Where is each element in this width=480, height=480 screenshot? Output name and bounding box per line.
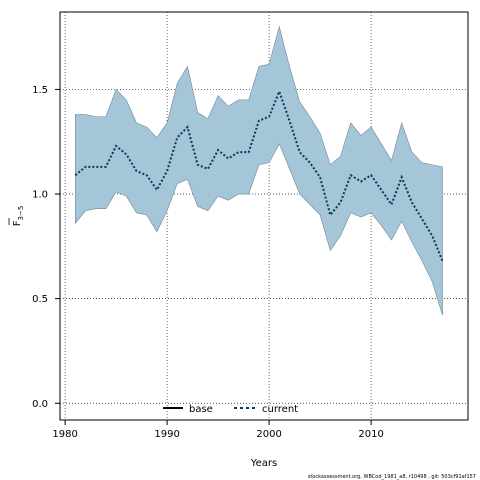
x-tick-label-2000: 2000 (256, 429, 281, 440)
plot-frame (59, 11, 469, 421)
svg-text:F3−5: F3−5 (12, 206, 25, 227)
y-tick-label-0: 0.0 (32, 399, 48, 410)
x-tick-label-1990: 1990 (154, 429, 179, 440)
y-tick-label-1: 0.5 (32, 294, 48, 305)
legend-base-label: base (189, 404, 213, 415)
footer-text: stockassessment.org, WBCod_1981_a8, r104… (308, 474, 476, 480)
x-tick-label-1980: 1980 (52, 429, 77, 440)
legend: base current (163, 404, 298, 415)
x-axis: 1980 1990 2000 2010 (52, 420, 384, 440)
grid-lines (60, 12, 468, 420)
x-tick-label-2010: 2010 (358, 429, 383, 440)
series-current-line (74, 88, 444, 262)
y-axis: 0.0 0.5 1.0 1.5 (32, 85, 60, 410)
legend-current-label: current (262, 404, 298, 415)
y-tick-label-3: 1.5 (32, 85, 48, 96)
y-tick-label-2: 1.0 (32, 190, 48, 201)
y-axis-label-main: F (12, 220, 23, 226)
confidence-band (75, 25, 443, 316)
y-axis-label: F3−5 (8, 206, 25, 227)
y-axis-label-sub: 3−5 (17, 206, 25, 221)
x-axis-label: Years (250, 458, 277, 469)
